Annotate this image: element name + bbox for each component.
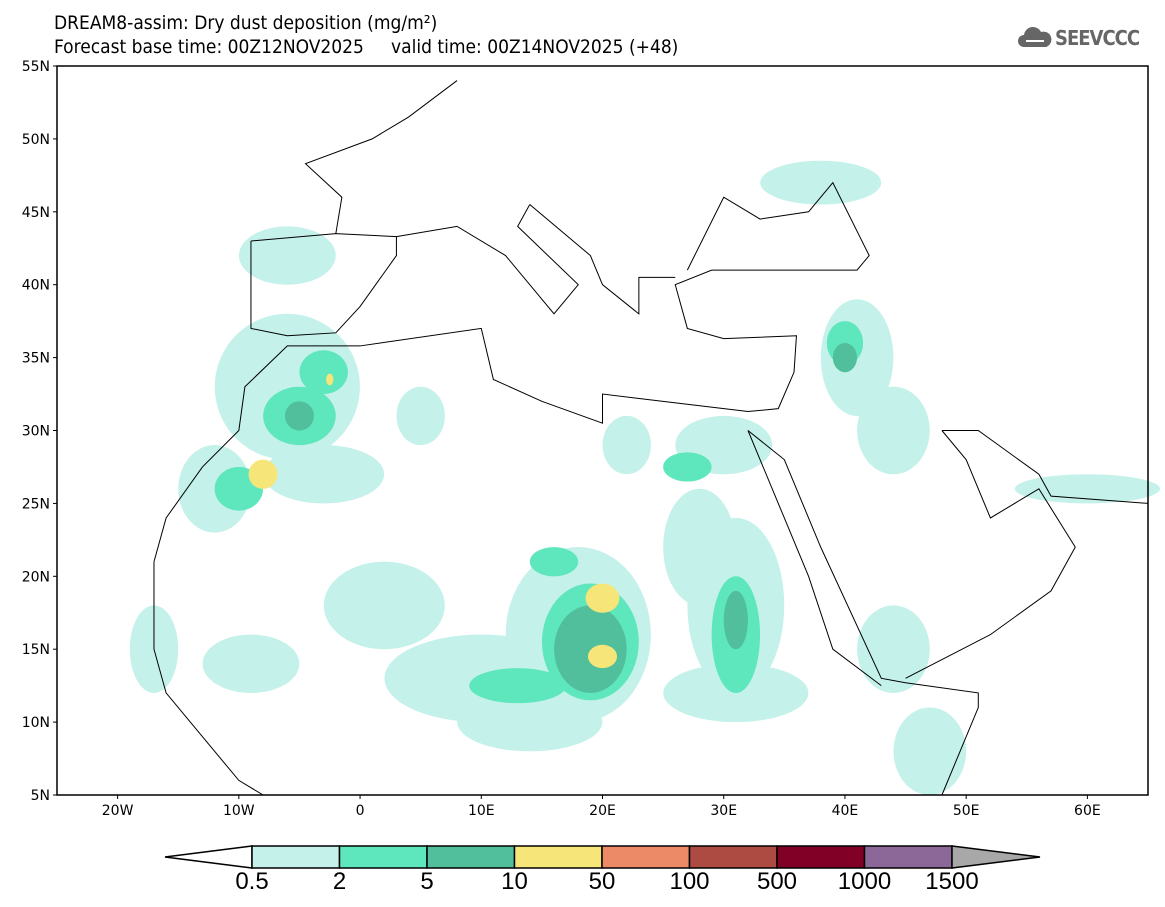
cloud-icon — [1018, 27, 1052, 47]
colorbar-bin — [426, 845, 516, 869]
colorbar-label: 500 — [756, 868, 798, 895]
lat-label: 20N — [22, 569, 50, 585]
colorbar-bin — [776, 845, 866, 869]
dust-contour-level-0 — [760, 160, 882, 205]
dust-contour-level-0 — [857, 386, 930, 475]
lon-label: 50E — [953, 803, 980, 819]
dust-contour-level-0 — [323, 561, 445, 650]
dust-contour-level-2 — [554, 605, 627, 693]
lat-label: 15N — [22, 642, 50, 658]
dust-contour-level-0 — [263, 445, 385, 504]
colorbar-bin — [338, 845, 428, 869]
lon-label: 10W — [223, 803, 255, 819]
dust-contour-level-2 — [723, 590, 748, 650]
dust-contour-level-0 — [178, 445, 251, 533]
coastline — [905, 430, 1076, 679]
dust-contour-level-0 — [893, 707, 967, 796]
forecast-times: Forecast base time: 00Z12NOV2025 valid t… — [54, 36, 679, 58]
map-title: DREAM8-assim: Dry dust deposition (mg/m²… — [54, 12, 438, 34]
seevccc-logo: SEEVCCC — [1018, 26, 1140, 50]
colorbar-label: 2 — [332, 868, 347, 895]
colorbar-label: 0.5 — [235, 868, 269, 895]
lon-label: 30E — [710, 803, 737, 819]
coastline — [686, 181, 870, 271]
coastline — [250, 233, 397, 337]
lon-label: 10E — [468, 803, 495, 819]
lon-label: 60E — [1074, 803, 1101, 819]
dust-contour-level-0 — [663, 488, 736, 606]
dust-contour-level-2 — [832, 343, 858, 373]
dust-contour-level-0 — [238, 226, 336, 285]
dust-contour-level-0 — [396, 386, 445, 446]
colorbar-label: 1000 — [837, 868, 892, 895]
lat-label: 45N — [22, 205, 50, 221]
lat-label: 10N — [22, 715, 50, 731]
dust-contour-level-0 — [857, 605, 930, 693]
dust-contour-level-0 — [602, 415, 651, 475]
dust-contour-level-3 — [587, 644, 618, 669]
lat-label: 35N — [22, 351, 50, 367]
lon-label: 40E — [832, 803, 859, 819]
dust-contour-level-3 — [326, 373, 334, 386]
coastline — [747, 430, 979, 796]
coastline — [529, 204, 676, 315]
dust-contour-level-0 — [202, 634, 300, 693]
dust-contour-level-1 — [299, 350, 348, 395]
dust-contour-level-3 — [585, 583, 620, 613]
coastline — [304, 80, 458, 234]
dust-contour-level-2 — [284, 401, 314, 431]
coastline — [153, 262, 864, 562]
lon-label: 20W — [102, 803, 134, 819]
dust-contour-level-3 — [248, 459, 278, 489]
dust-contour-level-1 — [663, 452, 712, 482]
lat-label: 30N — [22, 424, 50, 440]
coastline — [747, 430, 882, 687]
dust-contour-level-1 — [469, 668, 567, 704]
colorbar-bin — [601, 845, 691, 869]
lat-label: 5N — [31, 788, 50, 804]
colorbar-label: 10 — [501, 868, 528, 895]
lat-label: 50N — [22, 132, 50, 148]
colorbar-label: 5 — [420, 868, 434, 895]
logo-text: SEEVCCC — [1055, 26, 1140, 50]
dust-contour-level-1 — [529, 547, 579, 577]
lat-label: 55N — [22, 59, 50, 75]
colorbar-label: 50 — [588, 868, 616, 895]
lat-label: 25N — [22, 496, 50, 512]
dust-contour-level-0 — [457, 692, 603, 752]
lon-label: 0 — [356, 803, 365, 819]
coastline — [153, 561, 264, 796]
colorbar-label: 1500 — [925, 868, 979, 895]
colorbar-high-arrow — [951, 845, 1041, 869]
colorbar-label: 100 — [669, 868, 710, 895]
coastline — [941, 430, 1149, 504]
lat-label: 40N — [22, 278, 50, 294]
colorbar-bin — [513, 845, 603, 869]
colorbar-bin — [251, 845, 341, 869]
colorbar-bin — [863, 845, 953, 869]
coastline — [396, 204, 579, 315]
lon-label: 20E — [589, 803, 616, 819]
colorbar-low-arrow — [164, 845, 253, 869]
colorbar-bin — [688, 845, 778, 869]
